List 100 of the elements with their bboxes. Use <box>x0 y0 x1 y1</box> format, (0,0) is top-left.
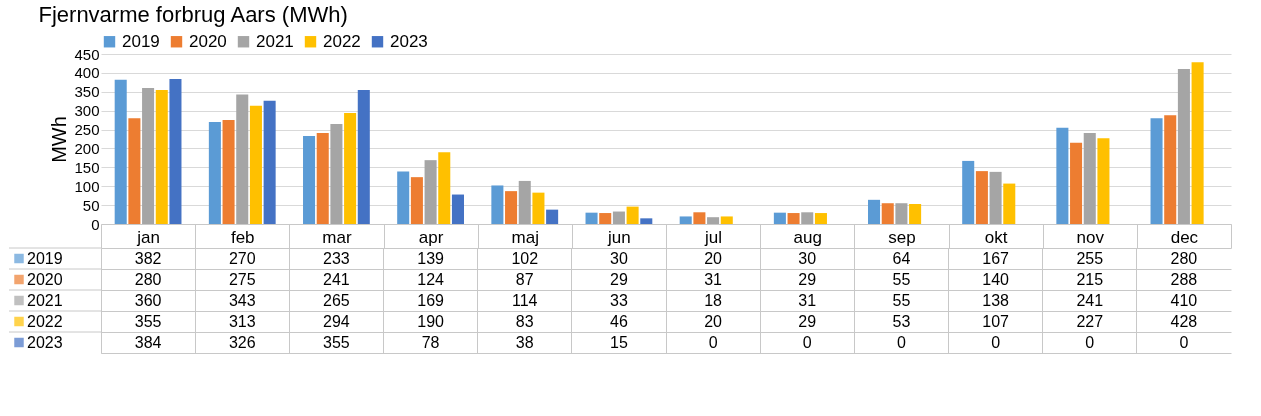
y-tick-label: 450 <box>74 45 100 63</box>
y-tick-label: 150 <box>74 158 100 176</box>
x-tick-label: mar <box>322 227 352 247</box>
y-axis-title: MWh <box>48 116 71 163</box>
data-label: 15 <box>610 333 628 351</box>
data-label: 326 <box>228 333 256 351</box>
bar <box>451 194 464 224</box>
data-label: 20 <box>704 312 723 330</box>
data-label: 294 <box>323 312 350 330</box>
bar <box>263 100 276 224</box>
data-label: 0 <box>802 333 812 351</box>
bar <box>720 216 733 224</box>
bar <box>491 185 504 224</box>
data-label: 140 <box>982 270 1010 288</box>
text: 2020 <box>27 270 63 288</box>
y-tick-label: 50 <box>82 196 100 214</box>
bar <box>1097 138 1110 224</box>
bar <box>169 78 182 224</box>
bar <box>1083 132 1096 224</box>
x-tick-label: okt <box>984 227 1008 247</box>
bar <box>814 213 827 224</box>
bar <box>1056 127 1069 224</box>
bar <box>612 211 625 224</box>
bar <box>1177 69 1190 224</box>
data-label: 0 <box>708 333 718 351</box>
x-tick-label: jan <box>136 227 160 247</box>
data-label: 0 <box>991 333 1001 351</box>
data-label: 0 <box>1179 333 1189 351</box>
bar <box>532 192 545 224</box>
bar <box>438 152 451 224</box>
data-label: 270 <box>228 249 256 267</box>
text: 2023 <box>27 333 63 351</box>
text: 2021 <box>27 291 63 309</box>
data-label: 20 <box>704 249 723 267</box>
data-label: 215 <box>1076 270 1104 288</box>
data-label: 29 <box>798 312 817 330</box>
data-label: 288 <box>1170 270 1198 288</box>
data-label: 29 <box>798 270 817 288</box>
data-label: 313 <box>228 312 256 330</box>
data-label: 360 <box>134 291 162 309</box>
bar <box>222 120 235 224</box>
y-tick-label: 400 <box>74 64 100 82</box>
legend-label: 2021 <box>256 31 294 51</box>
bar <box>208 122 221 224</box>
bar <box>773 212 786 224</box>
bar <box>505 191 518 224</box>
bar <box>679 216 692 224</box>
bar <box>626 206 639 224</box>
x-tick-label: maj <box>511 227 539 247</box>
data-label: 255 <box>1076 249 1104 267</box>
x-tick-label: nov <box>1076 227 1105 247</box>
bar <box>962 160 975 224</box>
x-tick-label: jun <box>607 227 631 247</box>
bar <box>397 171 410 224</box>
data-label: 275 <box>228 270 256 288</box>
data-label: 107 <box>982 312 1010 330</box>
data-label: 428 <box>1170 312 1198 330</box>
bar <box>1070 142 1083 224</box>
x-tick-label: aug <box>793 227 822 247</box>
data-label: 29 <box>610 270 628 288</box>
bar <box>599 213 612 224</box>
bar <box>693 212 706 224</box>
bar <box>801 212 814 224</box>
data-label: 64 <box>892 249 911 267</box>
bar <box>249 105 262 224</box>
data-label: 87 <box>515 270 534 288</box>
bar <box>909 203 922 224</box>
bar <box>316 132 329 224</box>
data-label: 343 <box>228 291 256 309</box>
x-tick-label: feb <box>230 227 255 247</box>
legend-label: 2020 <box>189 31 227 51</box>
bar <box>236 94 249 224</box>
data-label: 139 <box>417 249 445 267</box>
legend-label: 2023 <box>390 31 428 51</box>
data-label: 114 <box>511 291 538 309</box>
y-tick-label: 200 <box>74 139 100 157</box>
data-label: 124 <box>417 270 445 288</box>
x-tick-label: jul <box>704 227 723 247</box>
data-label: 46 <box>610 312 628 330</box>
data-label: 18 <box>704 291 723 309</box>
y-tick-label: 100 <box>74 177 100 195</box>
data-label: 355 <box>323 333 350 351</box>
data-label: 280 <box>1170 249 1198 267</box>
data-label: 384 <box>134 333 162 351</box>
bar <box>357 89 370 224</box>
legend-label: 2022 <box>323 31 361 51</box>
data-label: 0 <box>1085 333 1095 351</box>
data-label: 280 <box>134 270 162 288</box>
bar <box>303 135 316 224</box>
legend-label: 2019 <box>122 31 160 51</box>
data-label: 410 <box>1170 291 1198 309</box>
data-label: 55 <box>892 270 911 288</box>
text: 2022 <box>27 312 63 330</box>
bar <box>424 160 437 224</box>
y-tick-label: 350 <box>74 83 100 101</box>
bar <box>410 177 423 224</box>
bar <box>975 171 988 224</box>
data-label: 78 <box>421 333 440 351</box>
data-label: 169 <box>417 291 445 309</box>
data-label: 31 <box>704 270 723 288</box>
